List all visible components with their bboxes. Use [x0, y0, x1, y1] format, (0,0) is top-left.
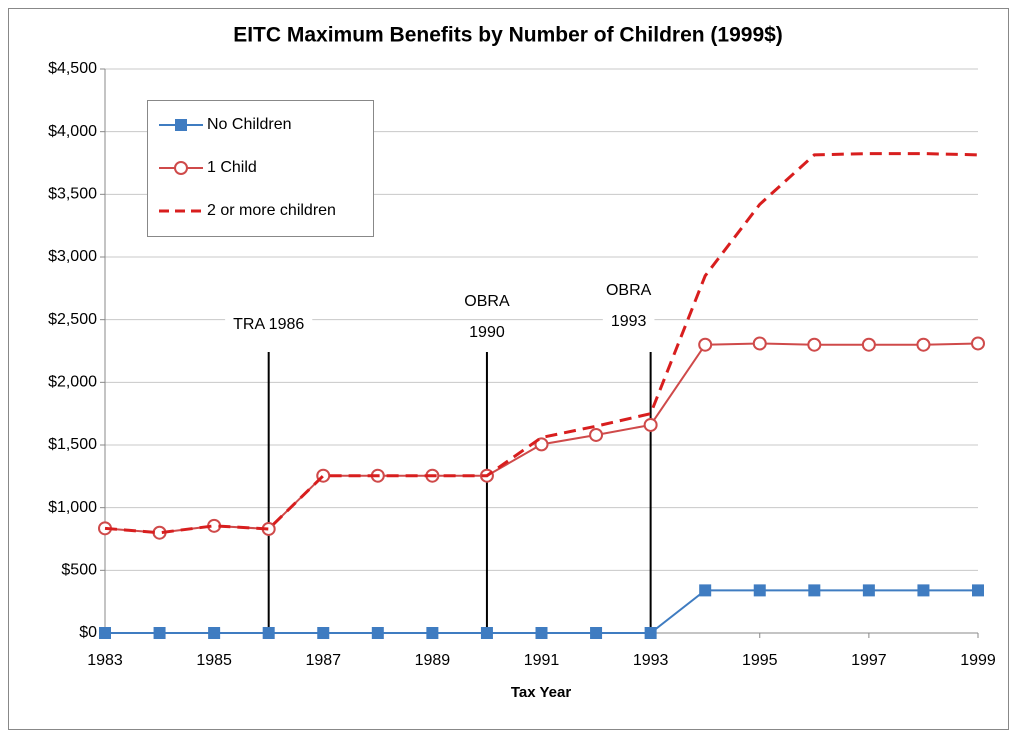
y-tick-label: $1,500 — [48, 436, 97, 453]
y-tick-label: $500 — [61, 562, 97, 579]
marker — [99, 627, 111, 639]
marker — [699, 584, 712, 597]
annotation-label: 1993 — [611, 313, 647, 330]
marker — [971, 336, 985, 351]
marker — [480, 627, 493, 639]
marker — [426, 627, 439, 639]
x-tick-label: 1983 — [87, 652, 123, 669]
legend-swatch-marker — [175, 119, 187, 131]
marker — [752, 336, 767, 351]
marker — [208, 627, 221, 639]
y-tick-label: $3,000 — [48, 248, 97, 265]
y-tick-label: $4,000 — [48, 123, 97, 140]
x-tick-label: 1995 — [742, 652, 778, 669]
marker — [589, 427, 604, 442]
series-line — [104, 152, 979, 535]
annotation-label: TRA 1986 — [233, 316, 304, 333]
marker — [807, 337, 822, 352]
x-tick-label: 1987 — [305, 652, 341, 669]
marker — [262, 627, 275, 639]
annotation-bg — [602, 310, 655, 334]
x-tick-label: 1991 — [524, 652, 560, 669]
marker — [917, 584, 930, 597]
x-tick-label: 1993 — [633, 652, 669, 669]
y-tick-label: $3,500 — [48, 186, 97, 203]
y-tick-label: $2,500 — [48, 311, 97, 328]
y-tick-label: $0 — [79, 624, 97, 641]
annotation-bg — [456, 290, 518, 314]
annotation-bg — [597, 279, 660, 303]
annotation-label: OBRA — [464, 293, 510, 310]
annotation-bg — [461, 321, 513, 345]
marker — [972, 584, 984, 597]
marker — [371, 627, 384, 639]
x-tick-label: 1999 — [960, 652, 996, 669]
x-axis-label: Tax Year — [511, 684, 571, 701]
y-tick-label: $4,500 — [48, 60, 97, 77]
legend-label: No Children — [207, 116, 291, 133]
marker — [861, 337, 876, 352]
x-tick-label: 1997 — [851, 652, 887, 669]
chart-title: EITC Maximum Benefits by Number of Child… — [233, 24, 783, 47]
annotation-label: 1990 — [469, 324, 505, 341]
annotation-bg — [225, 313, 313, 337]
marker — [753, 584, 766, 597]
x-tick-label: 1989 — [415, 652, 451, 669]
marker — [535, 627, 548, 639]
x-tick-label: 1985 — [196, 652, 232, 669]
marker — [916, 337, 931, 352]
y-tick-label: $1,000 — [48, 499, 97, 516]
annotation-label: OBRA — [606, 282, 652, 299]
marker — [698, 337, 713, 352]
legend-swatch-marker — [174, 161, 188, 175]
marker — [153, 627, 166, 639]
marker — [317, 627, 330, 639]
legend-label: 2 or more children — [207, 202, 336, 219]
y-tick-label: $2,000 — [48, 374, 97, 391]
legend-label: 1 Child — [207, 159, 257, 176]
marker — [590, 627, 603, 639]
marker — [643, 417, 658, 432]
marker — [808, 584, 821, 597]
marker — [862, 584, 875, 597]
marker — [644, 627, 657, 639]
